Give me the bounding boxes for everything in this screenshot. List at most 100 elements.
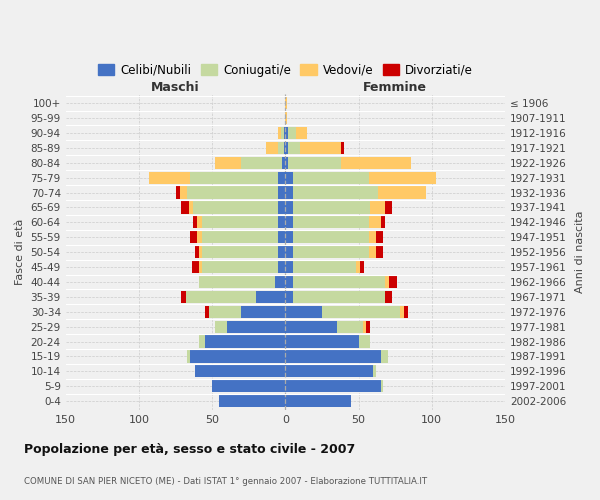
Bar [281, 127, 284, 139]
Bar [286, 276, 293, 288]
Bar [212, 380, 286, 392]
Bar [199, 336, 205, 347]
Bar [275, 276, 286, 288]
Bar [202, 246, 278, 258]
Text: COMUNE DI SAN PIER NICETO (ME) - Dati ISTAT 1° gennaio 2007 - Elaborazione TUTTI: COMUNE DI SAN PIER NICETO (ME) - Dati IS… [24, 477, 427, 486]
Bar [286, 306, 322, 318]
Bar [266, 142, 278, 154]
Bar [293, 276, 385, 288]
Bar [149, 172, 190, 183]
Bar [404, 306, 409, 318]
Bar [376, 246, 383, 258]
Bar [202, 261, 278, 273]
Bar [293, 216, 369, 228]
Bar [293, 246, 369, 258]
Bar [380, 216, 385, 228]
Bar [286, 320, 337, 333]
Bar [286, 172, 293, 183]
Bar [359, 336, 370, 347]
Bar [293, 202, 370, 213]
Bar [215, 320, 227, 333]
Bar [286, 142, 288, 154]
Bar [286, 216, 293, 228]
Bar [293, 186, 377, 198]
Bar [278, 186, 286, 198]
Bar [288, 127, 296, 139]
Bar [286, 202, 293, 213]
Bar [278, 261, 286, 273]
Bar [376, 231, 383, 243]
Bar [181, 290, 186, 303]
Bar [205, 306, 209, 318]
Bar [293, 172, 369, 183]
Bar [293, 261, 356, 273]
Bar [199, 261, 202, 273]
Bar [366, 320, 370, 333]
Bar [190, 350, 286, 362]
Bar [278, 142, 284, 154]
Bar [286, 395, 351, 407]
Bar [293, 290, 385, 303]
Bar [286, 186, 293, 198]
Bar [363, 320, 366, 333]
Y-axis label: Fasce di età: Fasce di età [15, 219, 25, 286]
Bar [286, 231, 293, 243]
Bar [380, 350, 388, 362]
Bar [194, 366, 286, 378]
Bar [369, 216, 380, 228]
Bar [286, 112, 287, 124]
Bar [377, 186, 426, 198]
Bar [341, 142, 344, 154]
Bar [286, 336, 359, 347]
Bar [278, 202, 286, 213]
Bar [322, 306, 400, 318]
Bar [389, 276, 397, 288]
Bar [360, 261, 364, 273]
Bar [286, 261, 293, 273]
Bar [256, 290, 286, 303]
Bar [286, 246, 293, 258]
Bar [337, 320, 363, 333]
Bar [283, 156, 286, 169]
Bar [380, 380, 383, 392]
Bar [278, 127, 281, 139]
Bar [190, 172, 278, 183]
Bar [400, 306, 404, 318]
Bar [190, 231, 197, 243]
Bar [176, 186, 180, 198]
Bar [370, 202, 385, 213]
Bar [186, 290, 256, 303]
Bar [193, 202, 278, 213]
Bar [202, 216, 278, 228]
Bar [385, 290, 392, 303]
Bar [278, 231, 286, 243]
Bar [278, 246, 286, 258]
Bar [296, 127, 307, 139]
Legend: Celibi/Nubili, Coniugati/e, Vedovi/e, Divorziati/e: Celibi/Nubili, Coniugati/e, Vedovi/e, Di… [93, 59, 478, 82]
Bar [286, 127, 288, 139]
Bar [205, 336, 286, 347]
Bar [278, 172, 286, 183]
Bar [373, 366, 376, 378]
Bar [188, 202, 193, 213]
Bar [227, 320, 286, 333]
Bar [288, 156, 341, 169]
Bar [202, 231, 278, 243]
Bar [187, 186, 278, 198]
Text: Femmine: Femmine [363, 81, 427, 94]
Bar [286, 380, 380, 392]
Bar [180, 186, 187, 198]
Bar [369, 231, 376, 243]
Bar [286, 366, 373, 378]
Bar [197, 231, 202, 243]
Bar [197, 216, 202, 228]
Bar [194, 246, 199, 258]
Bar [286, 350, 380, 362]
Y-axis label: Anni di nascita: Anni di nascita [575, 211, 585, 294]
Bar [284, 142, 286, 154]
Bar [385, 202, 392, 213]
Bar [293, 231, 369, 243]
Bar [286, 290, 293, 303]
Bar [241, 156, 283, 169]
Bar [288, 142, 300, 154]
